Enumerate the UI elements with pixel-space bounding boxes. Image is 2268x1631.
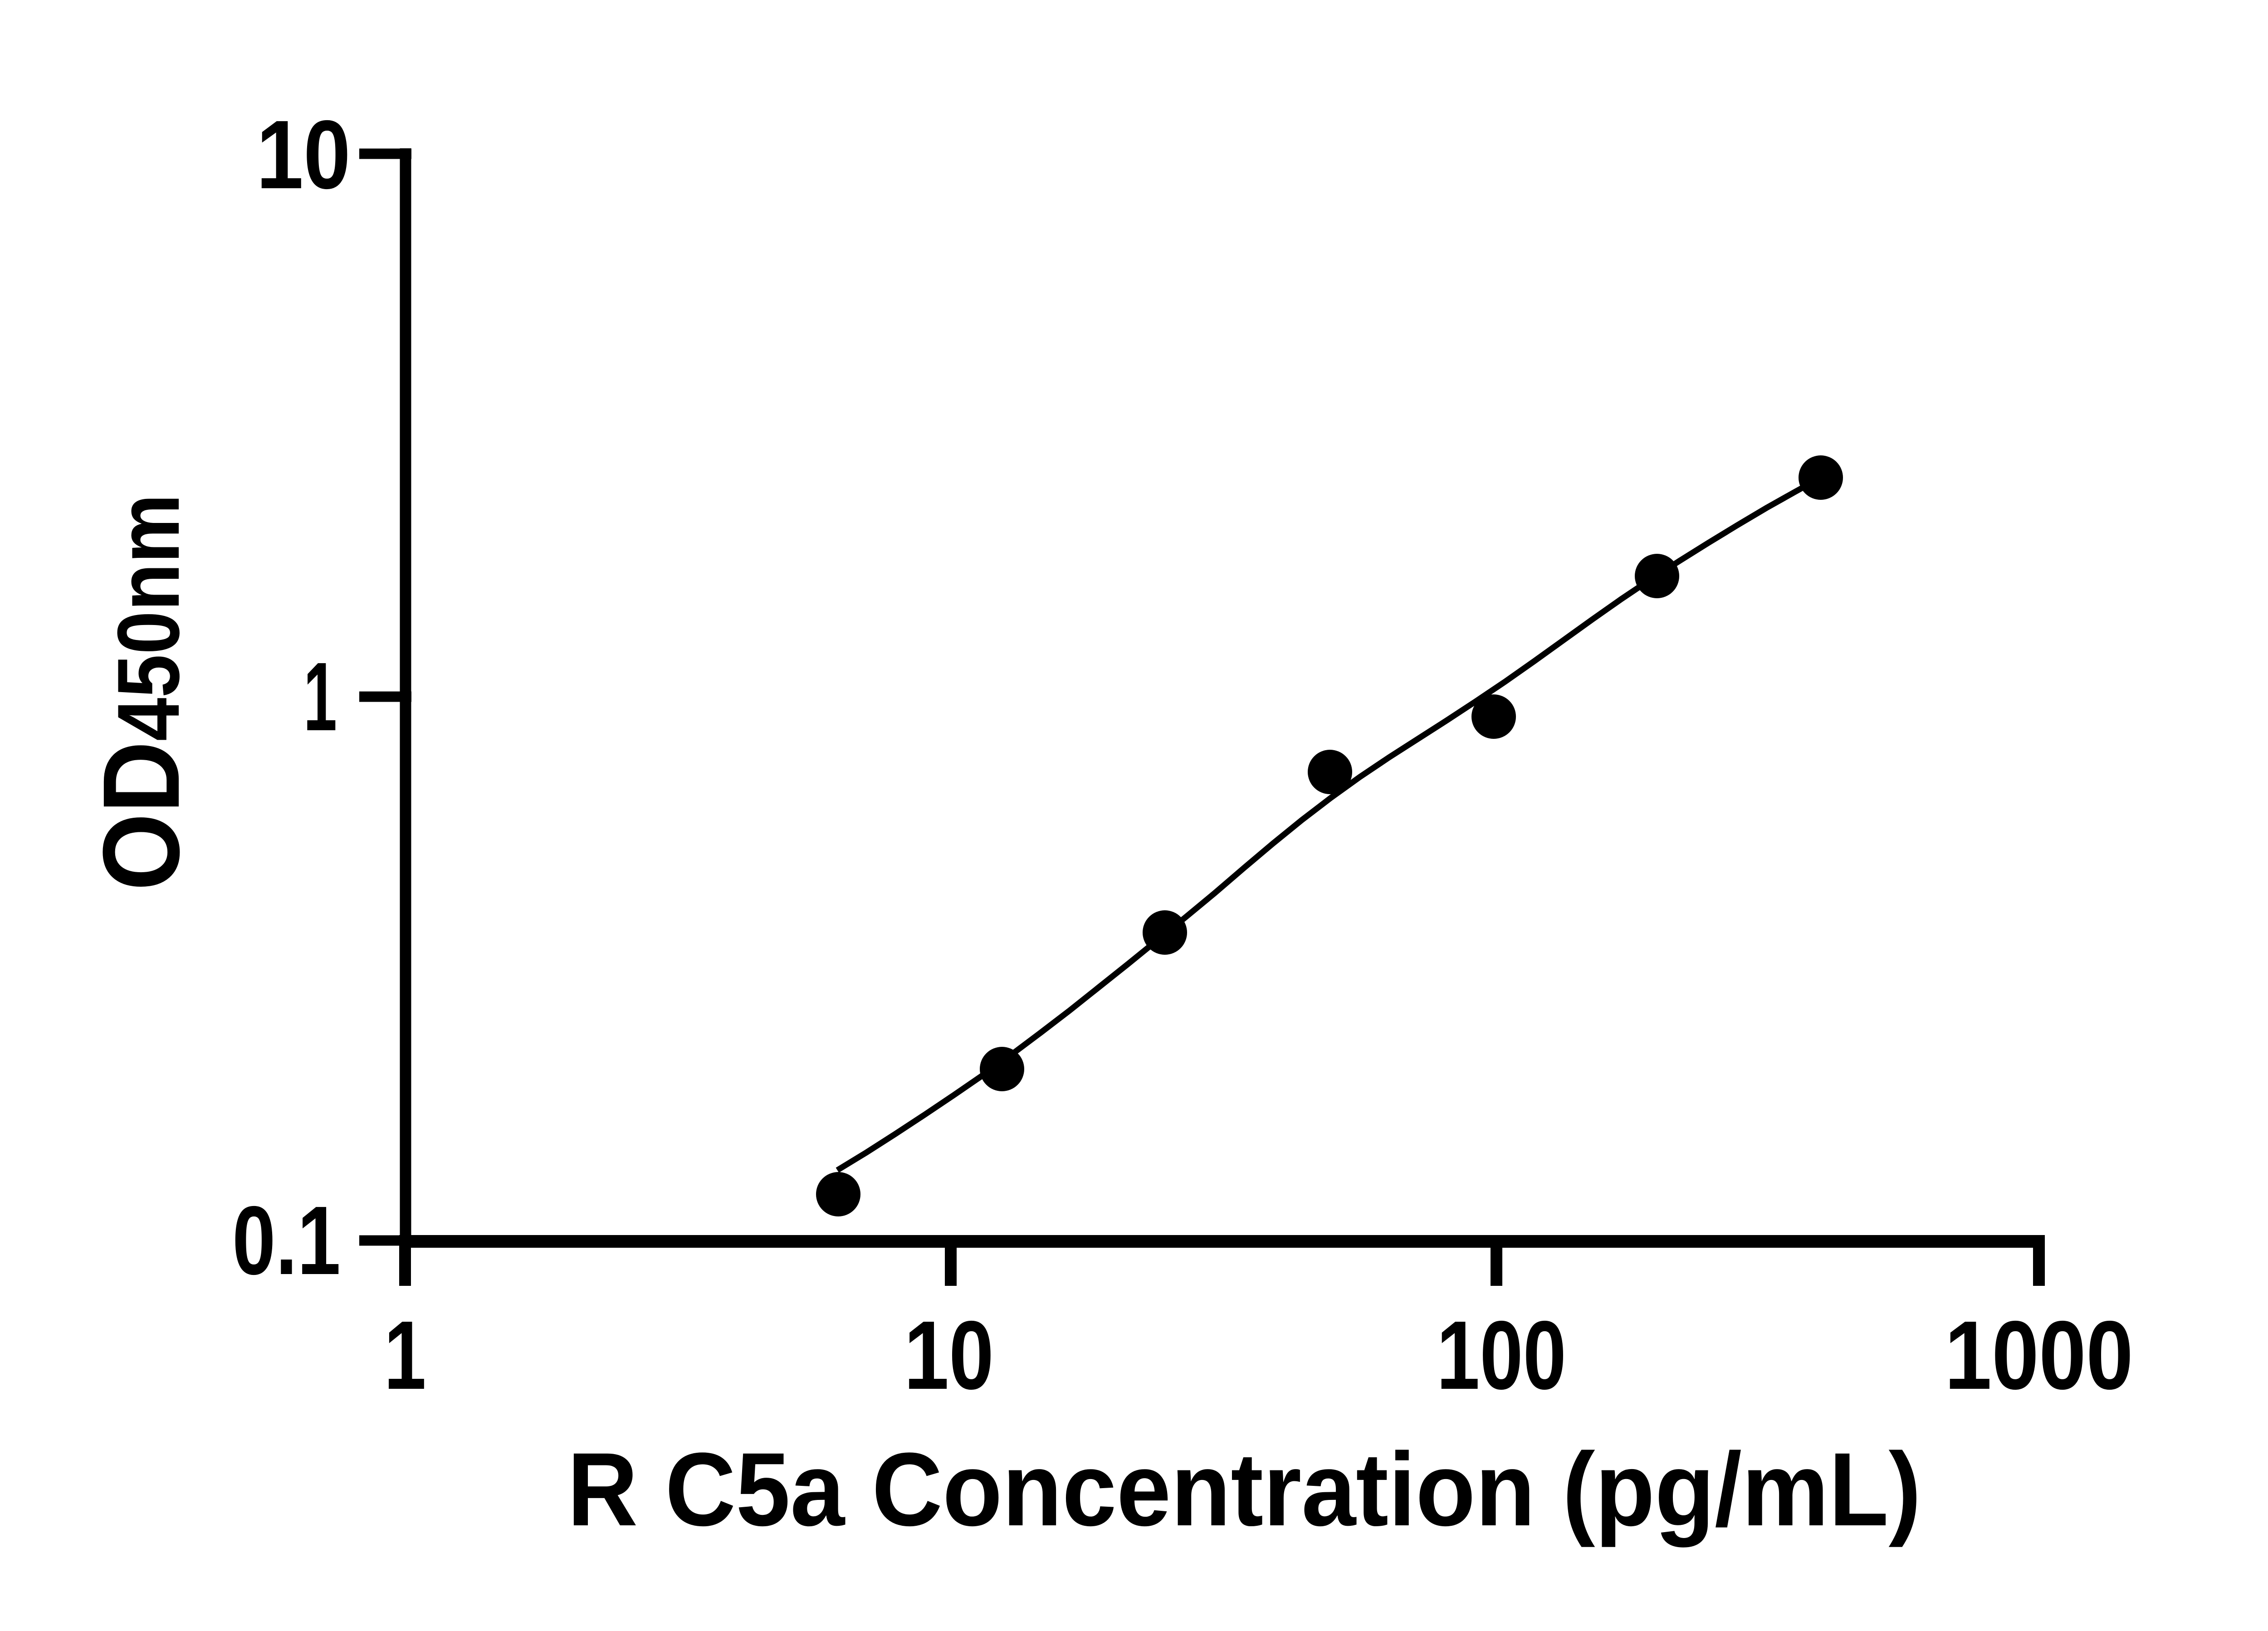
svg-text:10: 10 [256,100,351,209]
svg-text:100: 100 [1437,1300,1566,1410]
svg-text:1: 1 [384,1300,426,1410]
svg-text:OD450nm: OD450nm [80,494,202,891]
svg-text:1: 1 [303,642,337,751]
svg-text:R C5a Concentration (pg/mL): R C5a Concentration (pg/mL) [567,1431,1921,1548]
svg-text:0.1: 0.1 [232,1186,341,1295]
svg-text:10: 10 [904,1300,994,1410]
svg-text:1000: 1000 [1945,1300,2133,1410]
